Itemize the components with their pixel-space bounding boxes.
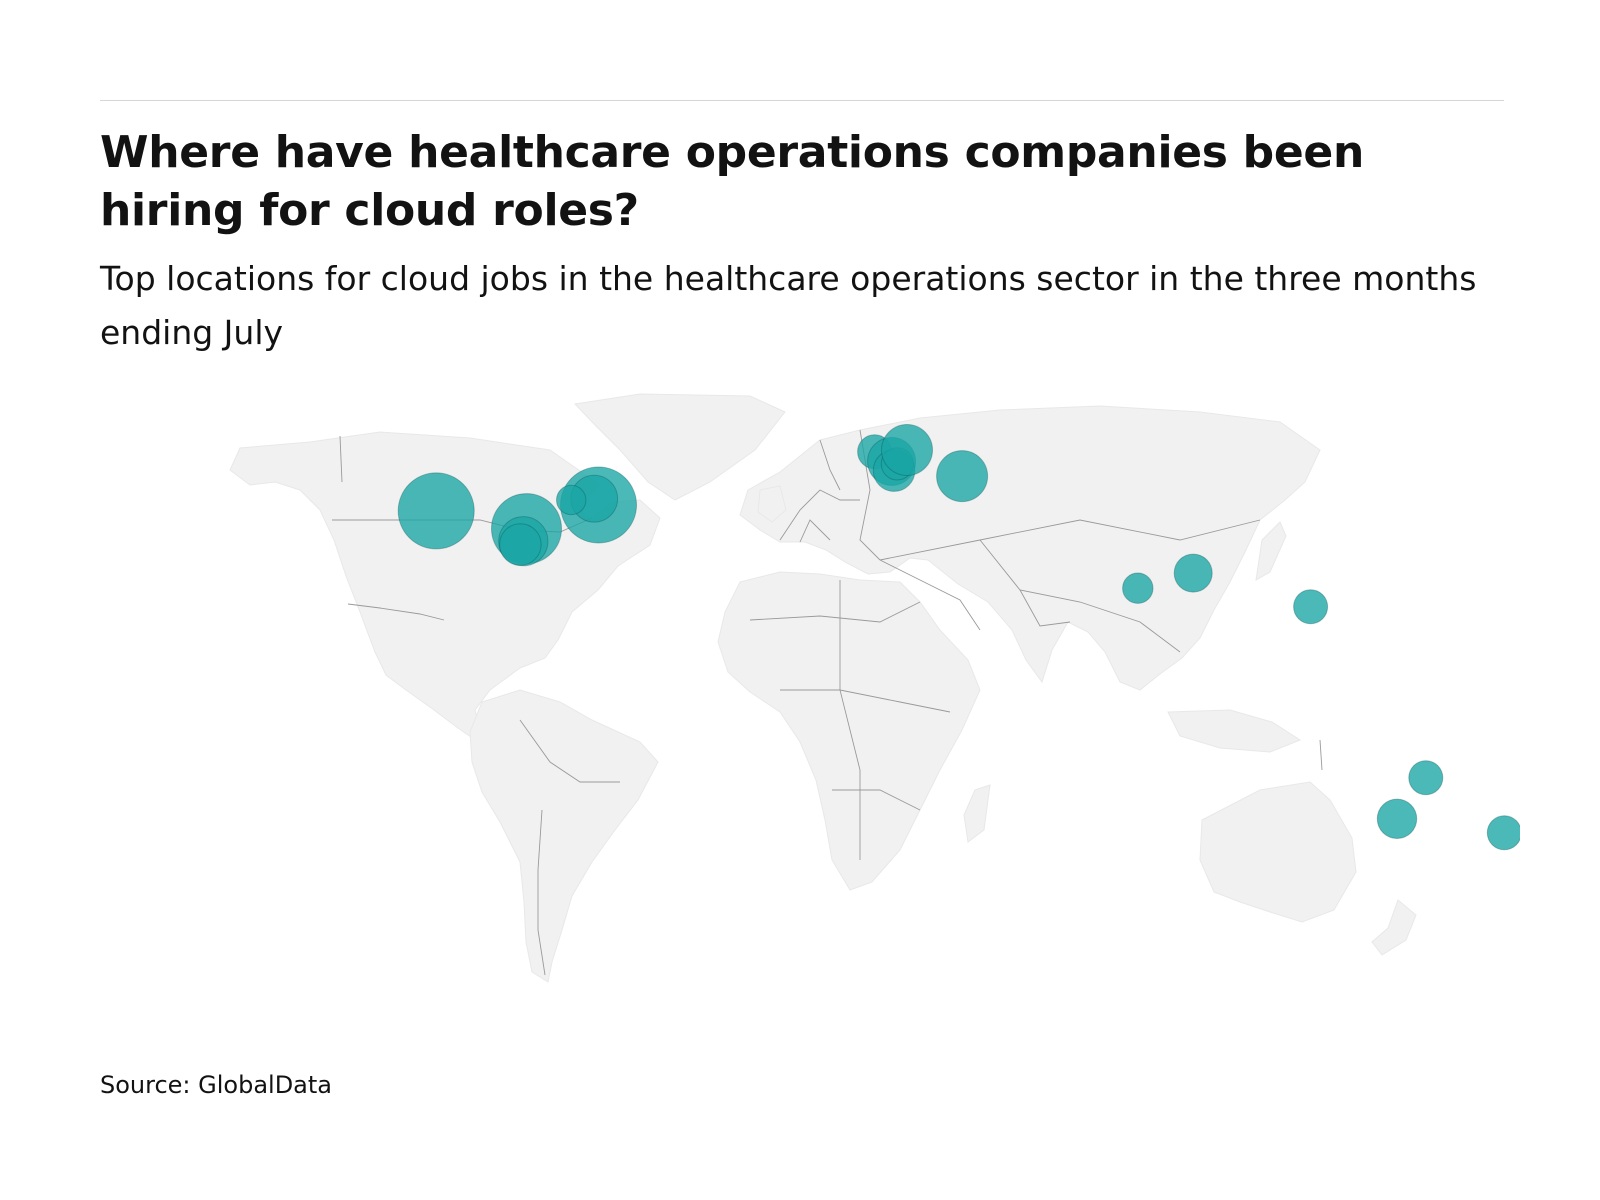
location-bubble-17: [1376, 798, 1418, 839]
source-note: Source: GlobalData: [100, 1071, 333, 1099]
location-bubble-6: [499, 523, 542, 566]
location-bubble-16: [1408, 760, 1444, 796]
border-alaska: [339, 435, 343, 483]
land-madagascar: [963, 784, 991, 843]
border-chile: [537, 809, 546, 976]
land-new-zealand: [1371, 899, 1417, 956]
location-bubble-0: [397, 472, 475, 550]
border-scandinavia: [819, 439, 841, 491]
land-layer: [229, 393, 1417, 983]
border-china: [979, 539, 1181, 653]
land-se-asia-islands: [1167, 709, 1302, 753]
border-middle-east: [879, 559, 981, 631]
location-bubble-18: [1486, 815, 1522, 851]
border-india: [1019, 589, 1071, 627]
border-southern-africa: [832, 789, 921, 811]
land-australia: [1199, 781, 1357, 923]
location-bubble-12: [936, 450, 989, 503]
location-bubble-4: [556, 484, 587, 516]
world-map-svg: [229, 393, 1522, 983]
country-borders: [332, 429, 1323, 976]
bubble-layer: [397, 424, 1522, 851]
chart-title: Where have healthcare operations compani…: [100, 127, 1364, 236]
land-greenland: [573, 393, 786, 501]
border-north-africa: [749, 601, 921, 623]
border-us-mexico: [347, 603, 445, 621]
border-png: [1319, 739, 1323, 771]
top-divider: [100, 100, 1504, 101]
chart-subtitle: Top locations for cloud jobs in the heal…: [100, 259, 1477, 352]
border-russia-south: [879, 519, 1261, 561]
border-europe-2: [799, 519, 831, 543]
border-africa-vertical: [839, 580, 861, 860]
location-bubble-14: [1122, 572, 1154, 604]
location-bubble-13: [1173, 553, 1213, 593]
land-south-america: [469, 689, 659, 983]
border-south-america: [519, 719, 620, 783]
land-africa: [717, 571, 981, 891]
land-british-isles: [757, 485, 787, 523]
world-map: [220, 390, 1522, 1010]
land-japan: [1255, 521, 1287, 581]
location-bubble-15: [1293, 589, 1329, 625]
border-europe-1: [779, 489, 860, 541]
border-central-africa: [780, 689, 951, 713]
location-bubble-11: [881, 424, 933, 476]
